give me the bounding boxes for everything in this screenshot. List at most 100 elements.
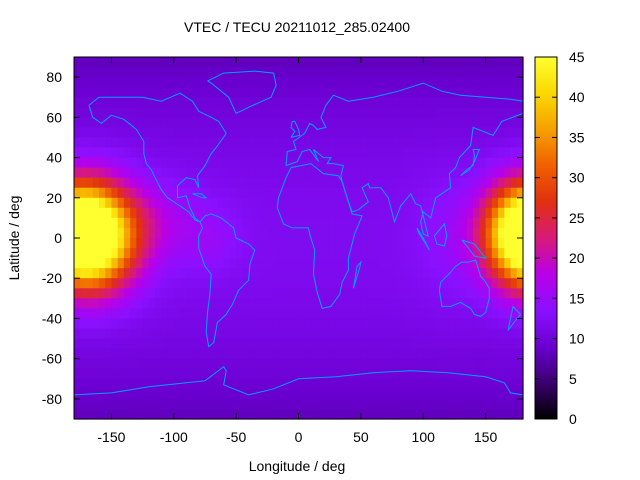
heatmap-cell bbox=[136, 238, 144, 249]
heatmap-cell bbox=[161, 408, 169, 420]
heatmap-cell bbox=[491, 227, 499, 239]
heatmap-cell bbox=[379, 348, 387, 360]
heatmap-cell bbox=[229, 107, 237, 118]
heatmap-cell bbox=[354, 107, 362, 118]
heatmap-cell bbox=[279, 278, 287, 289]
heatmap-cell bbox=[504, 77, 512, 88]
heatmap-cell bbox=[360, 147, 368, 159]
tick-label: 15 bbox=[569, 290, 585, 306]
heatmap-cell bbox=[242, 328, 250, 340]
heatmap-cell bbox=[192, 127, 200, 139]
heatmap-cell bbox=[229, 348, 237, 360]
heatmap-cell bbox=[491, 328, 499, 340]
heatmap-cell bbox=[335, 67, 343, 78]
heatmap-cell bbox=[335, 57, 343, 68]
heatmap-cell bbox=[148, 217, 156, 229]
heatmap-cell bbox=[304, 167, 312, 179]
heatmap-cell bbox=[180, 197, 187, 209]
heatmap-cell bbox=[229, 147, 237, 159]
heatmap-cell bbox=[161, 268, 169, 279]
heatmap-cell bbox=[142, 117, 150, 128]
heatmap-cell bbox=[292, 137, 300, 149]
heatmap-cell bbox=[204, 87, 212, 98]
heatmap-cell bbox=[466, 248, 474, 259]
heatmap-cell bbox=[136, 147, 144, 159]
heatmap-cell bbox=[335, 358, 343, 370]
heatmap-cell bbox=[130, 97, 137, 108]
heatmap-cell bbox=[429, 217, 437, 229]
heatmap-cell bbox=[261, 157, 268, 169]
heatmap-cell bbox=[173, 217, 181, 229]
heatmap-cell bbox=[229, 318, 237, 330]
heatmap-cell bbox=[254, 268, 262, 279]
heatmap-cell bbox=[261, 268, 268, 279]
heatmap-cell bbox=[242, 97, 250, 108]
heatmap-cell bbox=[173, 328, 181, 340]
heatmap-cell bbox=[86, 217, 94, 229]
heatmap-cell bbox=[204, 398, 212, 410]
heatmap-cell bbox=[448, 117, 456, 128]
heatmap-cell bbox=[498, 57, 505, 68]
heatmap-cell bbox=[248, 147, 256, 159]
heatmap-cell bbox=[217, 117, 225, 128]
heatmap-cell bbox=[236, 318, 243, 330]
heatmap-cell bbox=[516, 197, 524, 209]
heatmap-cell bbox=[273, 408, 281, 420]
heatmap-cell bbox=[423, 117, 431, 128]
heatmap-cell bbox=[186, 227, 194, 239]
heatmap-cell bbox=[360, 77, 368, 88]
heatmap-cell bbox=[167, 348, 175, 360]
heatmap-cell bbox=[211, 177, 219, 189]
heatmap-cell bbox=[211, 137, 219, 149]
heatmap-cell bbox=[273, 328, 281, 340]
heatmap-cell bbox=[404, 157, 412, 169]
heatmap-cell bbox=[423, 278, 431, 289]
heatmap-cell bbox=[510, 368, 518, 380]
heatmap-cell bbox=[136, 167, 144, 179]
heatmap-cell bbox=[180, 147, 187, 159]
heatmap-cell bbox=[192, 197, 200, 209]
heatmap-cell bbox=[404, 117, 412, 128]
heatmap-cell bbox=[130, 308, 137, 320]
heatmap-cell bbox=[504, 207, 512, 219]
heatmap-cell bbox=[504, 167, 512, 179]
tick-label: 80 bbox=[46, 69, 62, 85]
heatmap-cell bbox=[254, 248, 262, 259]
heatmap-cell bbox=[304, 77, 312, 88]
heatmap-cell bbox=[173, 67, 181, 78]
heatmap-cell bbox=[435, 408, 443, 420]
heatmap-cell bbox=[504, 348, 512, 360]
heatmap-cell bbox=[248, 358, 256, 370]
heatmap-cell bbox=[379, 328, 387, 340]
heatmap-cell bbox=[98, 137, 106, 149]
heatmap-cell bbox=[111, 217, 119, 229]
heatmap-cell bbox=[74, 87, 81, 98]
heatmap-cell bbox=[279, 167, 287, 179]
heatmap-cell bbox=[504, 398, 512, 410]
heatmap-cell bbox=[261, 97, 268, 108]
heatmap-cell bbox=[161, 87, 169, 98]
heatmap-cell bbox=[242, 87, 250, 98]
heatmap-cell bbox=[460, 67, 468, 78]
heatmap-cell bbox=[286, 298, 293, 309]
heatmap-cell bbox=[192, 167, 200, 179]
heatmap-cell bbox=[167, 97, 175, 108]
heatmap-cell bbox=[460, 207, 468, 219]
coastline bbox=[461, 239, 487, 259]
heatmap-cell bbox=[217, 127, 225, 139]
heatmap-cell bbox=[466, 408, 474, 420]
heatmap-cell bbox=[198, 87, 206, 98]
heatmap-cell bbox=[435, 177, 443, 189]
heatmap-cell bbox=[329, 57, 337, 68]
heatmap-cell bbox=[273, 167, 281, 179]
heatmap-cell bbox=[410, 248, 418, 259]
tick-label: 100 bbox=[412, 429, 436, 445]
heatmap-cell bbox=[123, 167, 131, 179]
heatmap-cell bbox=[198, 348, 206, 360]
heatmap-cell bbox=[385, 328, 393, 340]
heatmap-cell bbox=[410, 278, 418, 289]
heatmap-cell bbox=[479, 268, 487, 279]
heatmap-cell bbox=[267, 238, 275, 249]
heatmap-cell bbox=[161, 348, 169, 360]
heatmap-cell bbox=[167, 197, 175, 209]
